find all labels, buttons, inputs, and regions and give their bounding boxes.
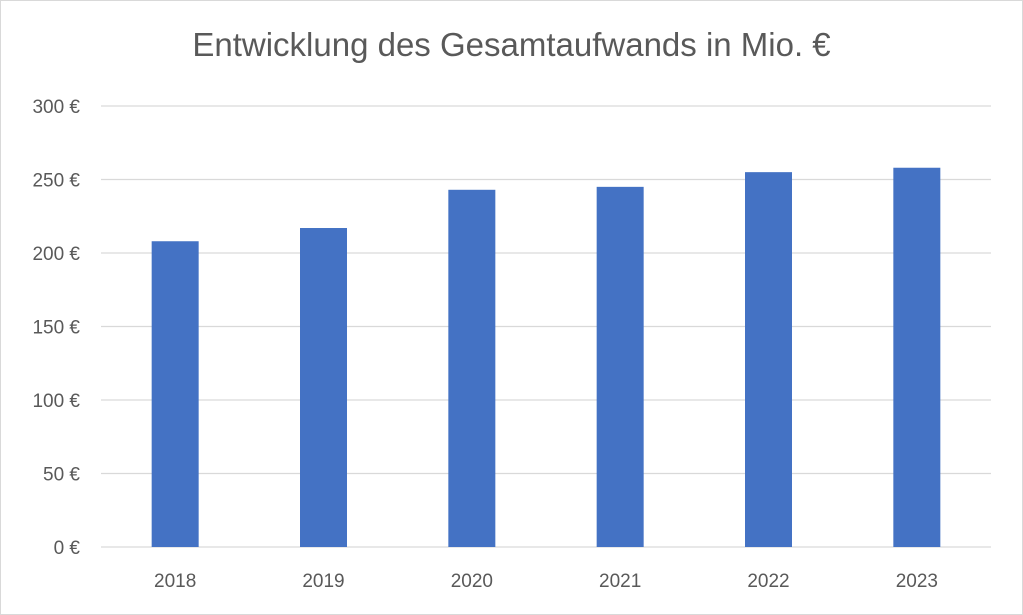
bar-2021 [596,186,644,547]
bar-2019 [300,228,347,547]
y-tick-label: 200 € [32,244,80,265]
y-tick-label: 0 € [54,538,81,559]
chart-title: Entwicklung des Gesamtaufwands in Mio. € [192,26,831,63]
y-tick-label: 250 € [32,171,80,192]
bar-2022 [745,172,792,547]
x-axis-tick-labels: 2018 2019 2020 2021 2022 2023 [154,571,938,592]
x-tick-label: 2021 [599,571,641,592]
x-tick-label: 2022 [747,571,789,592]
y-tick-label: 50 € [43,465,80,486]
x-tick-label: 2023 [896,571,938,592]
bar-2018 [151,241,199,548]
y-tick-label: 100 € [32,391,80,412]
bar-2020 [448,189,496,548]
y-tick-label: 150 € [32,318,80,339]
x-tick-label: 2020 [451,571,493,592]
bars [151,167,941,548]
gridlines [101,105,991,548]
y-tick-label: 300 € [32,97,80,118]
bar-2023 [893,167,941,548]
y-axis-tick-labels: 0 € 50 € 100 € 150 € 200 € 250 € 300 € [32,97,80,559]
x-tick-label: 2019 [302,571,344,592]
x-tick-label: 2018 [154,571,196,592]
